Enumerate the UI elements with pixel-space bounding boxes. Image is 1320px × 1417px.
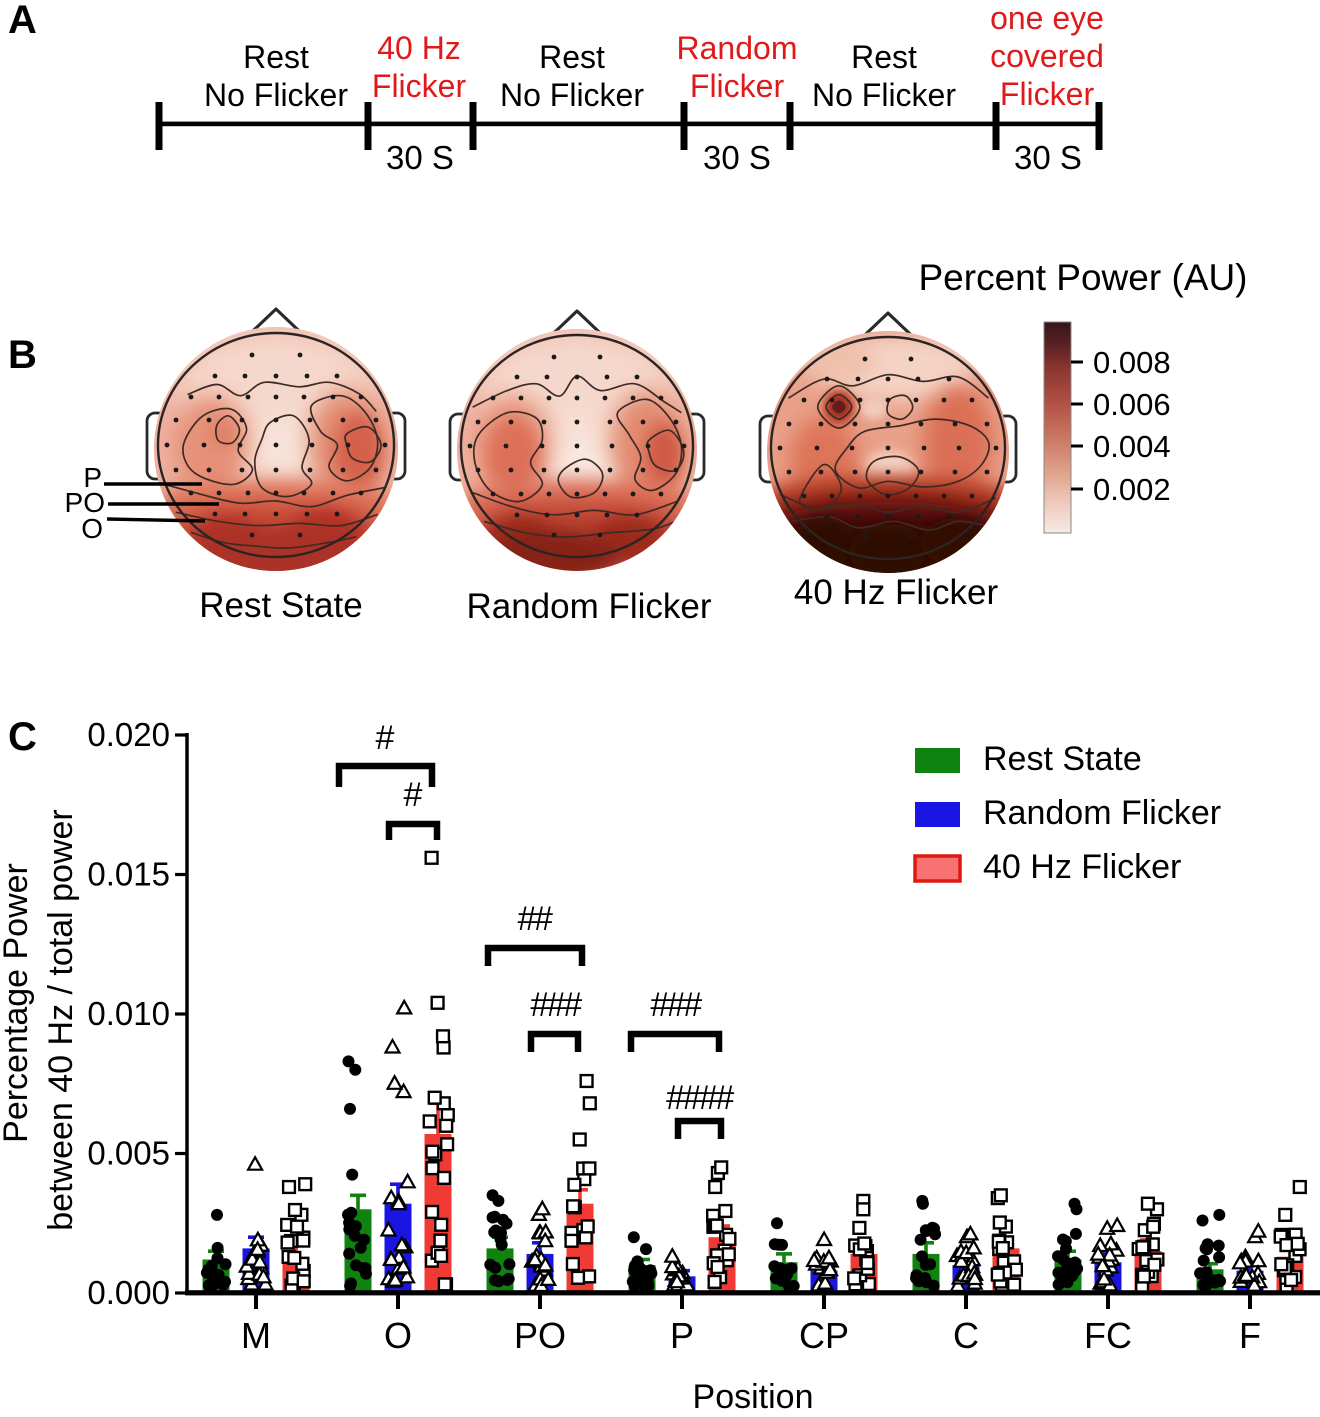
svg-text:O: O xyxy=(384,1315,412,1356)
svg-text:C: C xyxy=(8,715,37,759)
svg-text:Random: Random xyxy=(677,30,798,66)
svg-text:#: # xyxy=(404,776,423,814)
svg-text:Flicker: Flicker xyxy=(372,68,467,104)
svg-text:CP: CP xyxy=(799,1315,849,1356)
svg-text:Flicker: Flicker xyxy=(690,68,785,104)
svg-text:P: P xyxy=(83,462,102,493)
svg-text:Random Flicker: Random Flicker xyxy=(466,587,711,626)
svg-text:Rest: Rest xyxy=(851,39,917,75)
svg-text:C: C xyxy=(953,1315,979,1356)
svg-text:30 S: 30 S xyxy=(1014,139,1082,176)
svg-text:0.005: 0.005 xyxy=(87,1135,170,1172)
svg-text:Rest State: Rest State xyxy=(983,740,1142,778)
svg-text:covered: covered xyxy=(990,38,1104,74)
svg-text:O: O xyxy=(81,513,103,544)
svg-text:Position: Position xyxy=(693,1378,814,1416)
svg-text:40 Hz: 40 Hz xyxy=(377,30,461,66)
svg-text:PO: PO xyxy=(514,1315,566,1356)
svg-text:F: F xyxy=(1239,1315,1261,1356)
svg-text:PO: PO xyxy=(65,487,105,518)
svg-text:FC: FC xyxy=(1084,1315,1132,1356)
svg-text:30 S: 30 S xyxy=(703,139,771,176)
svg-text:A: A xyxy=(8,0,37,42)
svg-text:40 Hz Flicker: 40 Hz Flicker xyxy=(983,848,1181,886)
svg-text:Rest: Rest xyxy=(243,39,309,75)
svg-text:0.006: 0.006 xyxy=(1093,387,1171,422)
svg-text:###: ### xyxy=(650,986,702,1024)
svg-text:0.010: 0.010 xyxy=(87,995,170,1032)
svg-text:30 S: 30 S xyxy=(386,139,454,176)
svg-text:Rest State: Rest State xyxy=(199,586,362,625)
svg-text:B: B xyxy=(8,333,37,377)
svg-text:#: # xyxy=(376,719,395,757)
svg-text:No Flicker: No Flicker xyxy=(204,77,348,113)
svg-text:No Flicker: No Flicker xyxy=(500,77,644,113)
svg-text:Rest: Rest xyxy=(539,39,605,75)
svg-text:M: M xyxy=(241,1315,271,1356)
svg-text:0.002: 0.002 xyxy=(1093,472,1171,507)
svg-text:##: ## xyxy=(518,900,553,938)
svg-text:Percentage Power: Percentage Power xyxy=(0,863,35,1143)
svg-text:0.008: 0.008 xyxy=(1093,345,1171,380)
svg-text:0.015: 0.015 xyxy=(87,856,170,893)
svg-text:Flicker: Flicker xyxy=(1000,76,1095,112)
svg-text:0.020: 0.020 xyxy=(87,716,170,753)
svg-text:between 40 Hz / total power: between 40 Hz / total power xyxy=(42,809,80,1230)
svg-text:Percent Power (AU): Percent Power (AU) xyxy=(919,257,1248,298)
svg-text:###: ### xyxy=(530,986,582,1024)
svg-text:40 Hz Flicker: 40 Hz Flicker xyxy=(794,573,999,612)
svg-text:No Flicker: No Flicker xyxy=(812,77,956,113)
svg-text:0.004: 0.004 xyxy=(1093,429,1171,464)
svg-text:one eye: one eye xyxy=(990,0,1104,36)
svg-text:####: #### xyxy=(666,1079,734,1117)
svg-text:P: P xyxy=(670,1315,694,1356)
svg-text:Random Flicker: Random Flicker xyxy=(983,794,1221,832)
svg-text:0.000: 0.000 xyxy=(87,1274,170,1311)
